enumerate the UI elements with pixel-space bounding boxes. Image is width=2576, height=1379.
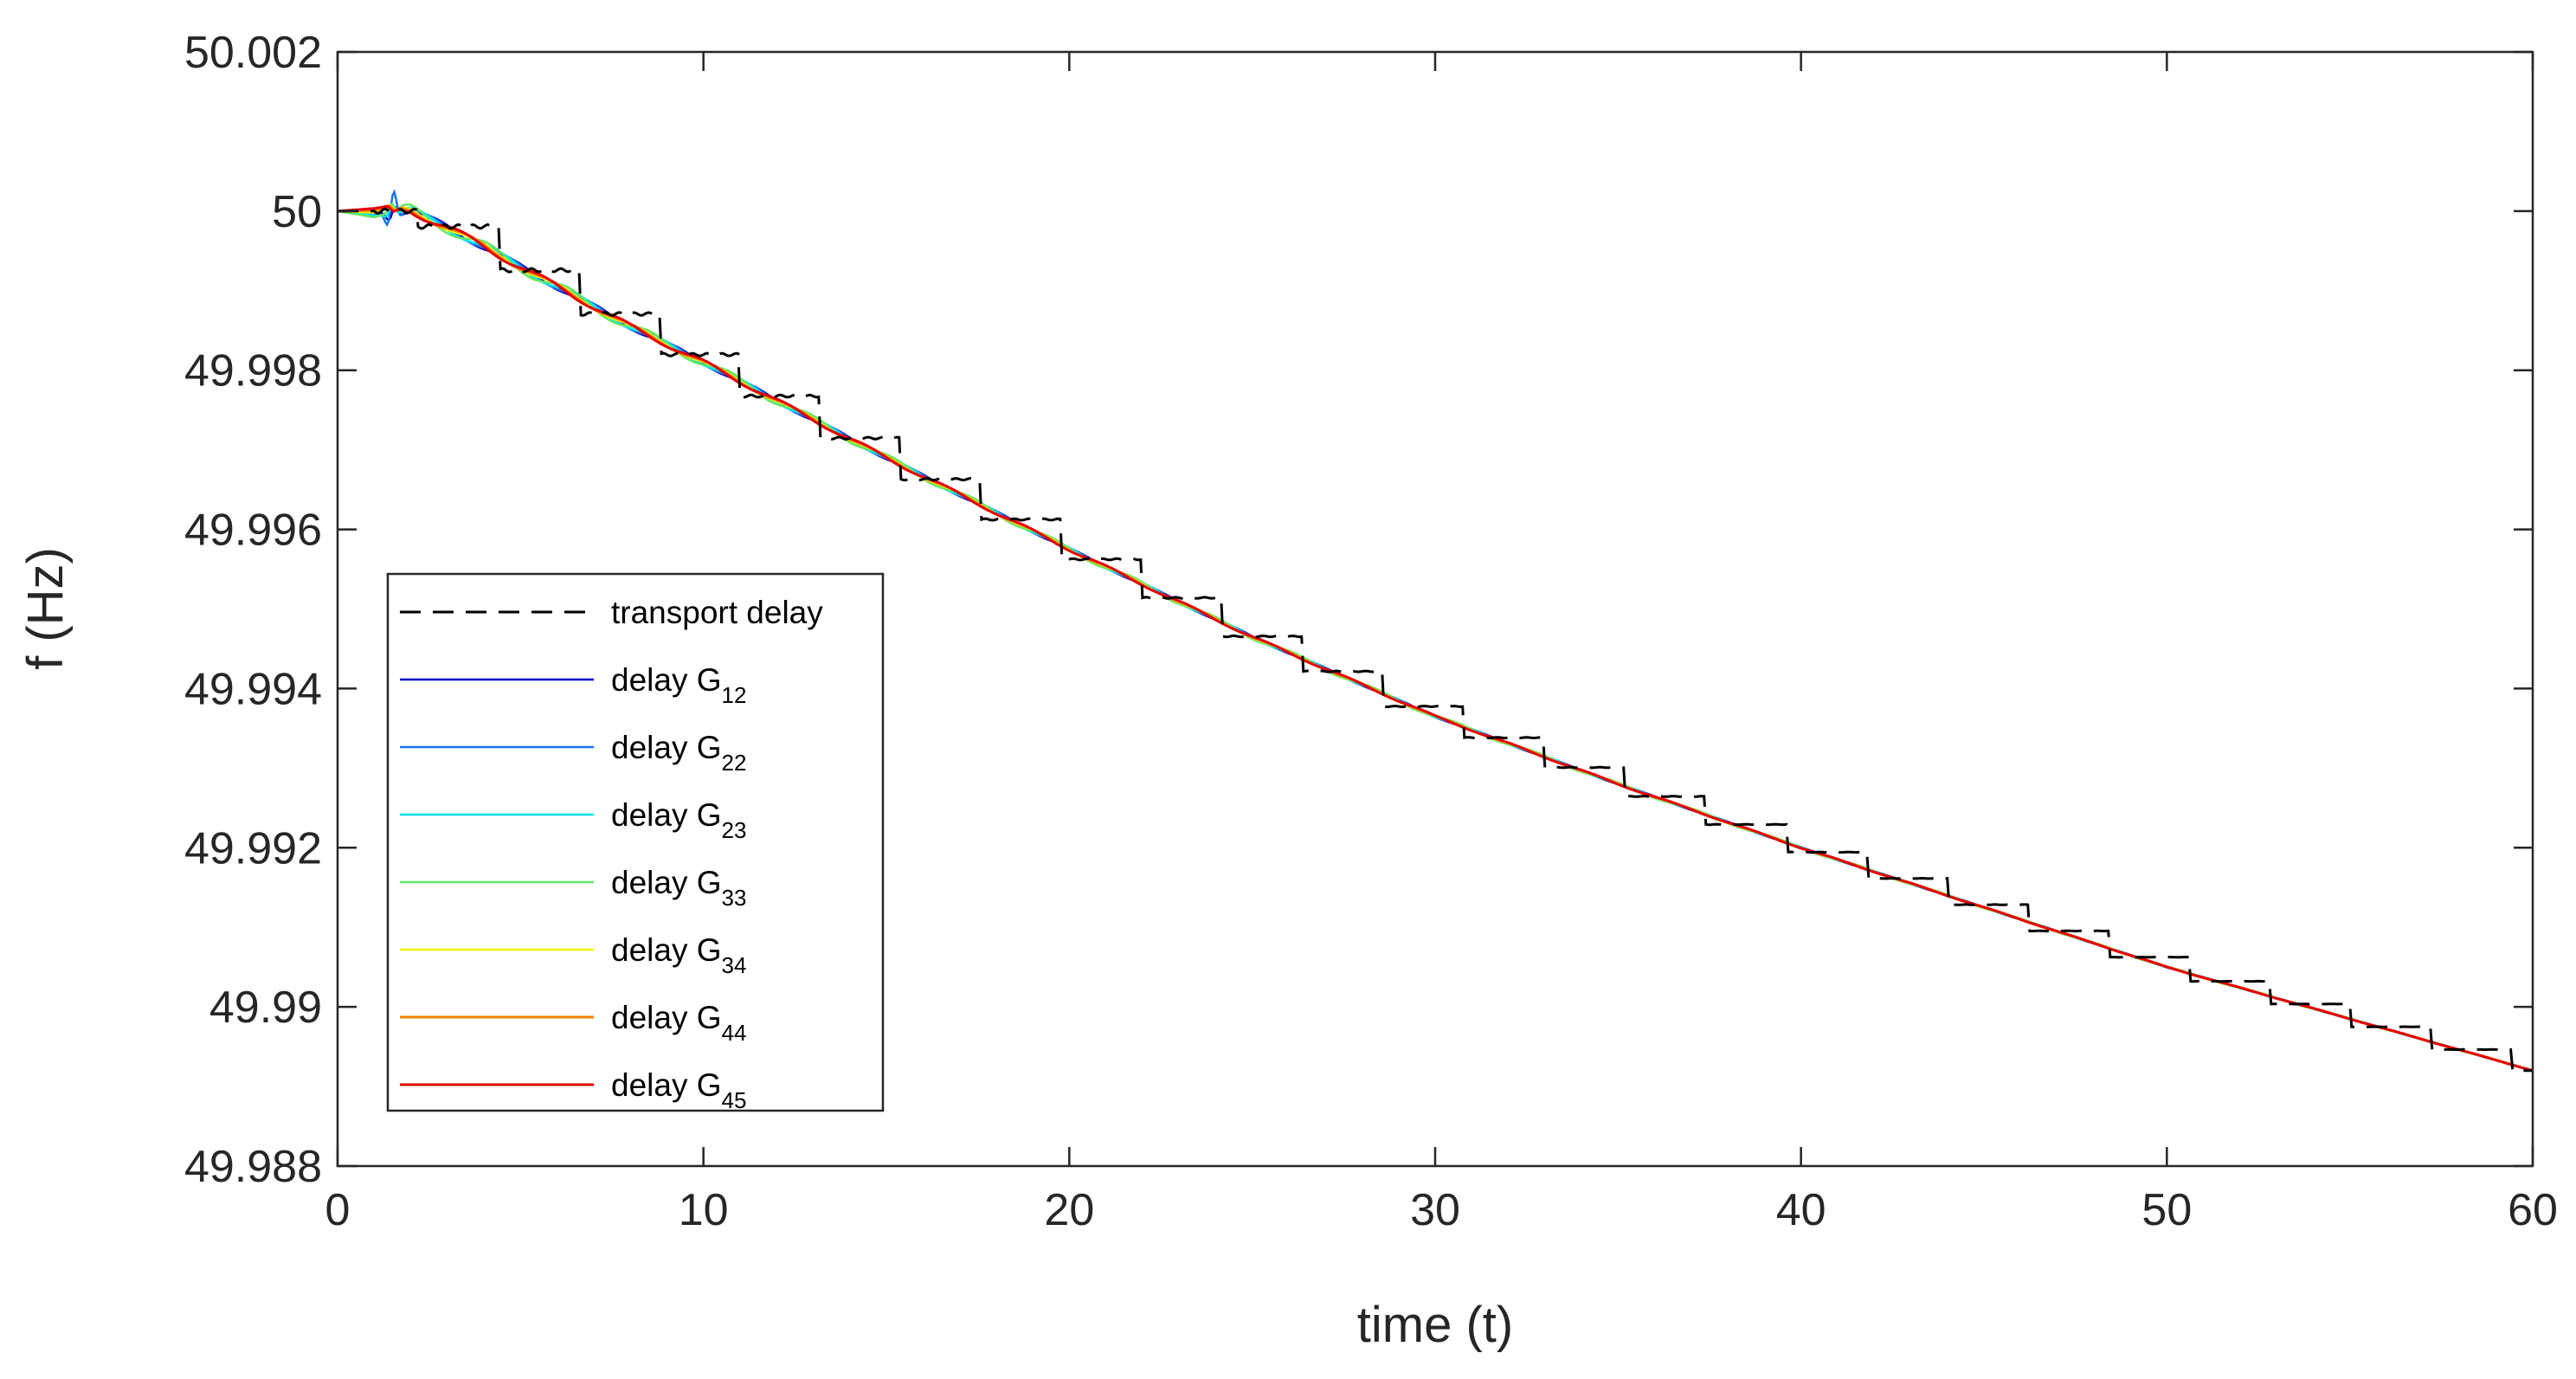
y-tick-label: 50.002 (184, 28, 322, 78)
y-tick-label: 49.994 (184, 664, 322, 714)
x-tick-label: 40 (1776, 1185, 1826, 1235)
series-line (337, 204, 2534, 1073)
y-tick-label: 50 (272, 187, 322, 237)
series-layer (337, 189, 2534, 1073)
x-tick-label: 60 (2508, 1185, 2558, 1235)
x-axis-title: time (t) (1357, 1297, 1513, 1353)
x-tick-label: 20 (1044, 1185, 1094, 1235)
x-tick-label: 0 (325, 1185, 351, 1235)
y-tick-label: 49.998 (184, 346, 322, 396)
y-tick-label: 49.996 (184, 506, 322, 556)
y-tick-label: 49.99 (209, 983, 322, 1033)
legend-box (386, 572, 885, 1112)
y-tick-label: 49.988 (184, 1142, 322, 1192)
y-tick-label: 49.992 (184, 823, 322, 873)
x-tick-label: 50 (2141, 1185, 2192, 1235)
tick-layer: 0 10 20 30 40 50 60 49.988 49.99 49.992 49.994 49.9… (184, 28, 2558, 1235)
y-axis-title: f (Hz) (17, 547, 74, 670)
x-tick-label: 30 (1410, 1185, 1460, 1235)
x-tick-label: 10 (679, 1185, 729, 1235)
series-line (338, 207, 2533, 1073)
legend-label: transport delay (611, 595, 823, 630)
